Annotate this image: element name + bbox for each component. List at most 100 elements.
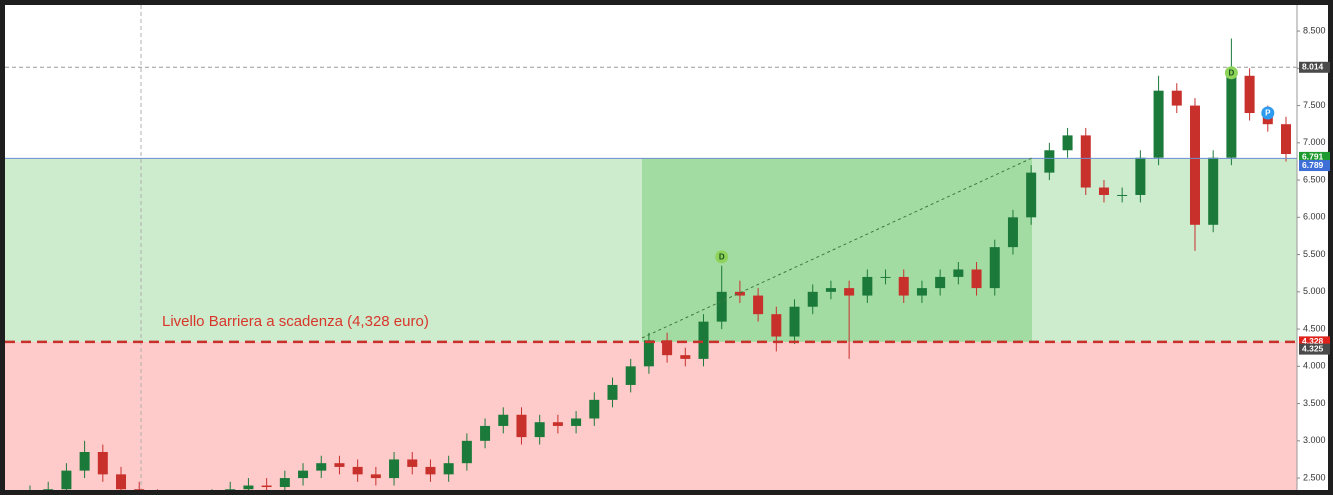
candle-body — [79, 452, 90, 471]
candle-body — [443, 463, 454, 475]
candle-body — [971, 269, 982, 289]
candle-body — [716, 291, 727, 322]
y-tick-label: 3.000 — [1303, 435, 1326, 445]
candle-body — [1044, 150, 1055, 173]
candle-body — [1062, 135, 1073, 151]
price-tag — [1299, 61, 1330, 73]
y-tick-label: 6.000 — [1303, 212, 1326, 222]
candle-body — [589, 399, 600, 419]
event-marker-label: D — [1229, 68, 1235, 77]
candle-body — [1098, 187, 1109, 195]
candle-body — [552, 422, 563, 426]
candle-body — [316, 463, 327, 471]
candle-body — [771, 314, 782, 337]
candle-body — [298, 470, 309, 479]
y-tick-label: 5.000 — [1303, 286, 1326, 296]
candle-body — [807, 291, 818, 307]
candle-body — [1244, 75, 1255, 114]
candle-body — [370, 474, 381, 479]
candle-body — [916, 288, 927, 296]
candle-body — [389, 459, 400, 479]
price-tag-label: 6.789 — [1302, 160, 1324, 170]
event-marker — [1224, 66, 1238, 80]
candle-body — [1135, 157, 1146, 195]
y-tick-label: 7.000 — [1303, 137, 1326, 147]
candle-body — [1153, 90, 1164, 158]
highlight-zone — [642, 158, 1032, 342]
y-tick-label: 4.000 — [1303, 361, 1326, 371]
candle-body — [698, 321, 709, 359]
event-marker-label: P — [1265, 109, 1271, 118]
candle-body — [607, 384, 618, 400]
overlays: Livello Barriera a scadenza (4,328 euro)… — [5, 66, 1297, 344]
price-tag-label: 4.328 — [1302, 336, 1324, 346]
candle-body — [516, 414, 527, 438]
price-axis: 2.500 3.000 3.500 4.000 4.500 5.000 5.500 6.000… — [1297, 25, 1330, 482]
candle-body — [1080, 135, 1091, 188]
candle-body — [352, 466, 363, 475]
candle-body — [1226, 75, 1237, 158]
price-tag — [1299, 151, 1330, 163]
price-tag-label: 6.791 — [1302, 152, 1324, 162]
candle-body — [425, 466, 436, 475]
y-tick-label: 3.500 — [1303, 398, 1326, 408]
price-tag-label: 4.325 — [1302, 343, 1324, 353]
y-tick-label: 8.500 — [1303, 25, 1326, 35]
candle-body — [880, 276, 891, 278]
barrier-zone — [5, 341, 1297, 490]
zones — [5, 5, 1297, 490]
candle-body — [1117, 194, 1128, 196]
candle-body — [243, 485, 254, 490]
candle-body — [898, 276, 909, 296]
candle-body — [680, 355, 691, 359]
price-tag — [1299, 343, 1330, 355]
y-tick-label: 5.500 — [1303, 249, 1326, 259]
event-marker-label: D — [719, 252, 725, 261]
candle-body — [225, 489, 236, 490]
candle-body — [643, 340, 654, 367]
candle-body — [461, 440, 472, 464]
candle-body — [43, 489, 54, 490]
candle-body — [407, 459, 418, 467]
candle-body — [844, 288, 855, 296]
candle-body — [862, 276, 873, 296]
candle-body — [1189, 105, 1200, 225]
price-tag-label: 8.014 — [1302, 62, 1324, 72]
candle-body — [261, 485, 272, 488]
candle-body — [734, 291, 745, 296]
candle-body — [480, 425, 491, 441]
candle-body — [825, 288, 836, 292]
candle-body — [279, 478, 290, 488]
candle-body — [625, 366, 636, 385]
candle-body — [571, 418, 582, 426]
event-marker — [715, 250, 729, 264]
candle-body — [753, 295, 764, 315]
candle-body — [498, 414, 509, 426]
candle-body — [989, 247, 1000, 289]
candle-body — [953, 269, 964, 277]
candle-body — [534, 422, 545, 438]
candle-body — [789, 306, 800, 337]
candle-body — [1208, 157, 1219, 225]
candle-body — [61, 470, 72, 490]
candle-body — [116, 474, 127, 490]
candle-body — [1280, 124, 1292, 155]
candle-body — [662, 340, 673, 356]
y-tick-label: 2.500 — [1303, 472, 1326, 482]
candle-body — [1171, 90, 1182, 106]
candle-body — [1007, 217, 1018, 248]
annotation: Livello Barriera a scadenza (4,328 euro) — [162, 313, 429, 330]
y-tick-label: 6.500 — [1303, 174, 1326, 184]
price-tag — [1299, 336, 1330, 348]
price-tag — [1299, 160, 1330, 172]
event-marker — [1261, 106, 1275, 120]
candle-body — [97, 452, 108, 475]
candle-body — [1026, 172, 1037, 218]
candle-body — [334, 463, 345, 467]
candle-body — [935, 276, 946, 289]
y-tick-label: 4.500 — [1303, 323, 1326, 333]
candles — [29, 38, 1292, 490]
candle-body — [134, 489, 145, 490]
